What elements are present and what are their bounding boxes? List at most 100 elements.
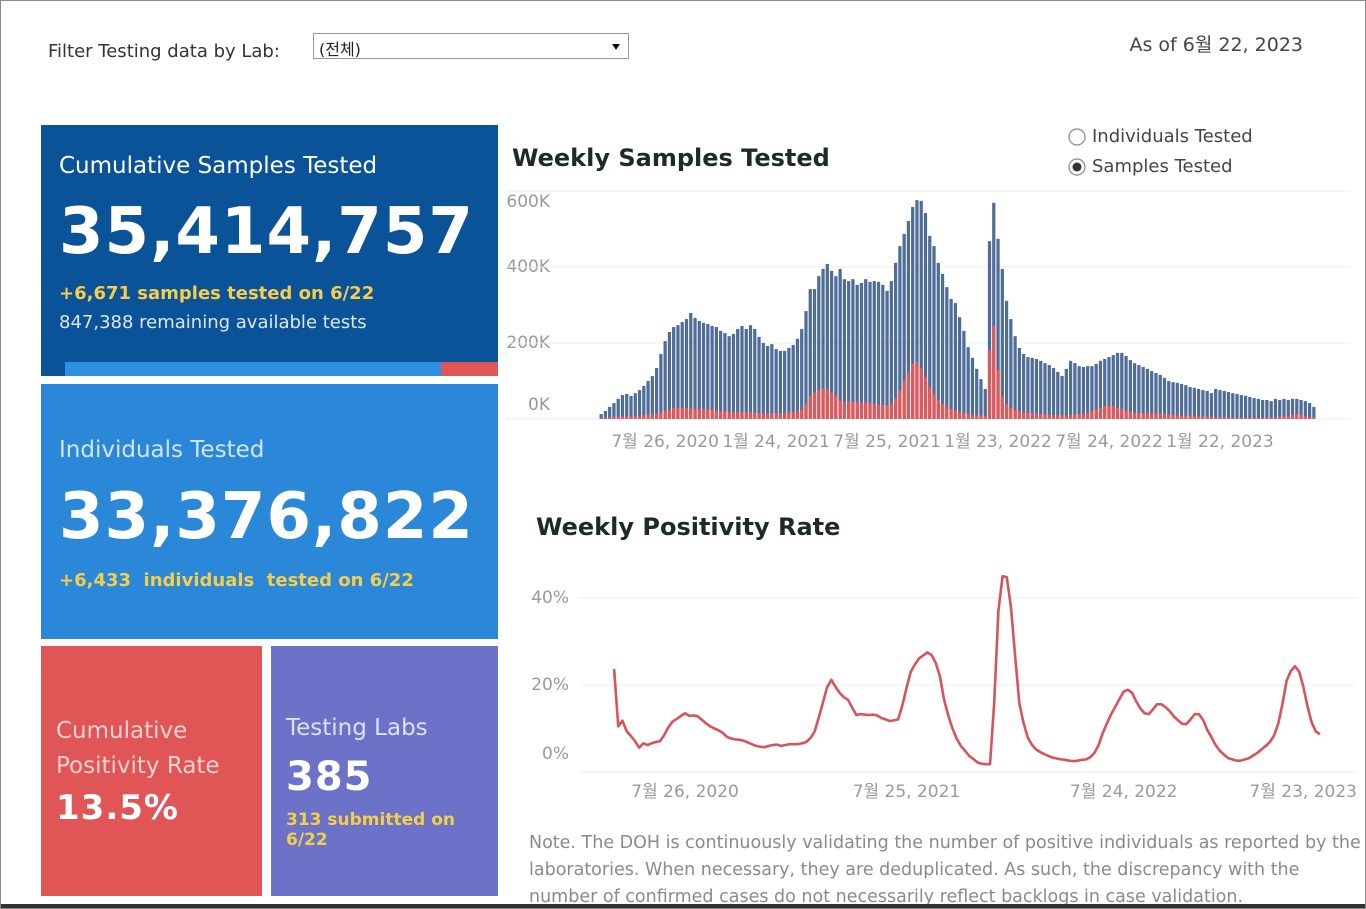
bar — [753, 412, 757, 419]
bar — [949, 298, 953, 419]
bar — [1090, 411, 1094, 419]
bar — [1137, 365, 1141, 419]
bar — [1154, 413, 1158, 419]
bar — [620, 416, 625, 419]
bar — [612, 417, 616, 419]
bar — [603, 411, 608, 419]
bar — [1094, 409, 1098, 419]
x-tick-label: 1월 23, 2022 — [944, 432, 1052, 452]
bar — [1150, 371, 1154, 419]
bar — [1218, 390, 1222, 419]
bar — [812, 289, 817, 419]
bar — [706, 409, 710, 419]
bar — [936, 400, 940, 419]
bar — [800, 328, 804, 419]
bar — [872, 281, 876, 419]
bar — [1265, 400, 1269, 419]
bar — [1026, 357, 1030, 419]
bar — [1218, 417, 1222, 419]
bar — [1073, 363, 1077, 419]
bar — [876, 404, 881, 419]
bar — [744, 412, 748, 419]
bar — [979, 415, 983, 419]
bar — [987, 241, 992, 419]
bar — [684, 407, 689, 419]
bar — [1051, 415, 1056, 419]
progress-used — [65, 362, 441, 376]
bar — [808, 396, 812, 419]
bar — [1209, 393, 1214, 419]
bar — [1073, 414, 1077, 419]
bar — [1286, 400, 1290, 419]
bar — [1047, 365, 1051, 419]
bottom-border — [1, 904, 1365, 908]
bar — [842, 401, 847, 419]
card-delta: +6,433 individuals tested on 6/22 — [59, 570, 414, 591]
bar — [975, 415, 979, 419]
bar — [1303, 415, 1307, 419]
bar — [919, 200, 923, 419]
bar — [1060, 415, 1064, 419]
radio-label[interactable]: Samples Tested — [1092, 156, 1233, 177]
bar — [642, 415, 646, 419]
card-value: 13.5% — [56, 788, 179, 828]
bar — [1273, 417, 1278, 419]
bar — [808, 289, 812, 419]
bar — [966, 414, 970, 419]
bar — [804, 311, 808, 419]
bar — [625, 393, 629, 419]
positivity-card: Cumulative Positivity Rate 13.5% — [41, 646, 262, 896]
bar — [650, 376, 654, 419]
x-tick-label: 1월 22, 2023 — [1166, 432, 1274, 452]
bar — [761, 343, 765, 419]
bar — [1214, 417, 1218, 419]
bar — [1103, 358, 1107, 419]
x-tick-label: 7월 25, 2021 — [853, 782, 961, 802]
bar — [795, 411, 800, 419]
y-tick-label: 40% — [531, 588, 569, 608]
lab-select[interactable]: (전체) — [313, 33, 629, 59]
bar — [774, 413, 778, 419]
card-value: 33,376,822 — [59, 480, 474, 554]
radio-label[interactable]: Individuals Tested — [1092, 126, 1253, 147]
bar — [1000, 396, 1004, 419]
bar — [680, 322, 684, 419]
bar — [778, 412, 783, 419]
bar — [714, 327, 718, 419]
radio-button[interactable] — [1068, 128, 1086, 146]
bar — [787, 412, 791, 419]
bar — [1145, 368, 1150, 419]
bar — [838, 400, 842, 419]
bar — [1004, 300, 1009, 419]
bar — [864, 279, 868, 419]
bar — [945, 406, 949, 419]
bar — [633, 415, 637, 419]
bar — [1184, 385, 1188, 419]
bar — [1179, 415, 1184, 419]
bar — [1056, 371, 1060, 419]
bar — [1162, 377, 1167, 419]
bar — [1269, 401, 1273, 419]
bar — [795, 338, 800, 419]
bar — [1307, 403, 1312, 419]
bar — [893, 398, 898, 419]
bar — [603, 417, 608, 419]
bar — [1000, 268, 1004, 419]
bar — [940, 403, 945, 419]
bar — [629, 395, 633, 419]
y-tick-label: 600K — [506, 192, 550, 212]
bar — [1107, 405, 1111, 419]
bar — [1252, 398, 1256, 419]
bar — [672, 327, 676, 419]
bar — [1043, 414, 1047, 419]
bar — [825, 389, 829, 419]
bar — [1278, 416, 1282, 419]
bar — [889, 403, 893, 419]
bar — [770, 413, 774, 419]
bar — [1120, 409, 1124, 419]
bar — [714, 410, 718, 419]
bar — [804, 403, 808, 419]
bar — [1312, 406, 1316, 419]
bar — [765, 413, 770, 419]
